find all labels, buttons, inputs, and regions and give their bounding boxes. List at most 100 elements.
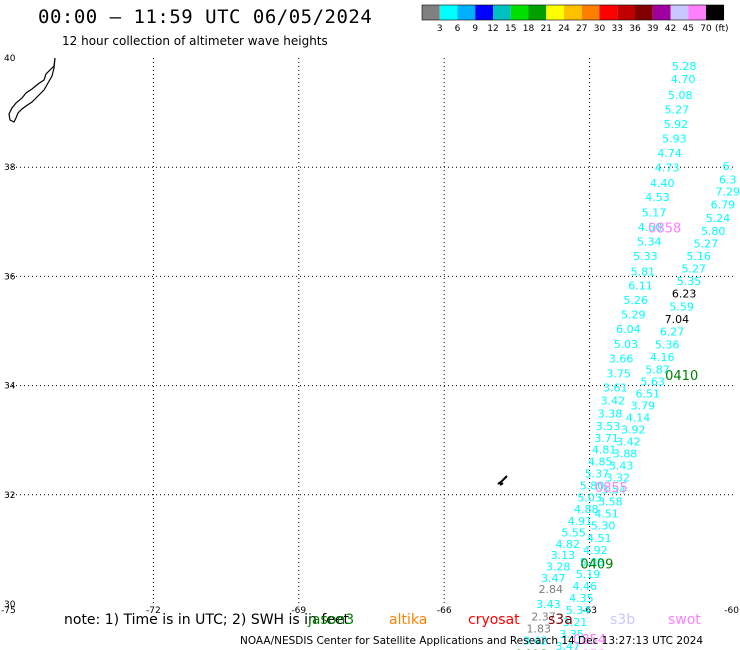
wave-height-value: 5.59 xyxy=(669,300,694,313)
wave-height-value: 6.79 xyxy=(711,199,736,212)
wave-height-value: 5.08 xyxy=(668,89,693,102)
wave-height-value: 5.03 xyxy=(577,491,602,504)
wave-height-value: 5.81 xyxy=(631,265,656,278)
legend-swatch xyxy=(652,5,671,20)
legend-swatch xyxy=(635,5,653,20)
wave-height-value: 3.43 xyxy=(536,598,561,611)
wave-height-value: 5.33 xyxy=(633,250,658,263)
wave-height-value: 5.26 xyxy=(623,294,648,307)
wave-height-value: 4.88 xyxy=(574,503,599,516)
pass-time-label: 0853 xyxy=(573,649,606,650)
legend-tick-label: 21 xyxy=(541,24,552,34)
wave-height-value: 5.19 xyxy=(576,568,601,581)
legend-tick-label: 3 xyxy=(437,24,443,34)
legend-tick-label: 27 xyxy=(576,24,587,34)
lat-tick-label: 34 xyxy=(4,382,16,392)
satellite-altika: altika xyxy=(389,612,428,628)
wave-height-value: 6. xyxy=(722,160,733,173)
wave-height-value: 5.80 xyxy=(580,479,605,492)
legend-tick-label: 33 xyxy=(612,24,623,34)
legend-tick-label: 9 xyxy=(472,24,478,34)
legend-tick-label: 70 xyxy=(700,24,712,34)
legend-swatch xyxy=(439,5,458,20)
wave-height-value: 6.04 xyxy=(616,323,641,336)
wave-height-value: 4.70 xyxy=(671,73,696,86)
legend-unit: (ft) xyxy=(715,24,729,34)
footer-note: note: 1) Time is in UTC; 2) SWH is in fe… xyxy=(64,612,350,628)
lon-tick-label: -60 xyxy=(724,606,739,616)
wave-height-value: 4.85 xyxy=(588,455,613,468)
wave-height-value: 5.37 xyxy=(585,467,610,480)
wave-height-value: 3.88 xyxy=(613,448,638,461)
legend-swatch xyxy=(688,5,706,20)
axis-labels: -75 -72 -69 -66 -63 -60 40 38 36 34 32 30 xyxy=(1,54,739,616)
legend-tick-label: 36 xyxy=(629,24,641,34)
legend-tick-label: 30 xyxy=(594,24,606,34)
legend-tick-label: 45 xyxy=(683,24,694,34)
wave-height-value: 3.79 xyxy=(631,400,656,413)
pass-labels: 0858 0410 0855 0409 08540853 0408 xyxy=(515,222,698,650)
wave-height-value: 6.23 xyxy=(672,288,697,301)
legend-swatch xyxy=(528,5,547,20)
legend-swatch xyxy=(564,5,582,20)
wave-height-value: 7.04 xyxy=(665,313,690,326)
wave-height-value: 3.54 xyxy=(602,484,627,497)
lat-tick-label: 32 xyxy=(4,491,15,501)
legend-swatch xyxy=(546,5,564,20)
wave-height-value: 4.16 xyxy=(650,351,675,364)
wave-height-value: 3.47 xyxy=(541,572,566,585)
wave-height-value: 5.28 xyxy=(672,60,697,73)
credit-line: NOAA/NESDIS Center for Satellite Applica… xyxy=(240,635,704,647)
lat-tick-label: 40 xyxy=(4,54,16,64)
wave-height-value: 3.53 xyxy=(596,420,621,433)
wave-height-value: 3.42 xyxy=(601,395,626,408)
bermuda-island xyxy=(497,475,508,486)
satellite-swot: swot xyxy=(668,612,701,628)
wave-height-value: 3.42 xyxy=(616,436,641,449)
wave-height-value: 5.34 xyxy=(566,604,591,617)
wave-height-value: 5.63 xyxy=(640,376,665,389)
wave-height-value: 5.92 xyxy=(664,118,689,131)
satellite-s3a: s3a xyxy=(548,612,573,628)
legend-swatch xyxy=(706,5,724,20)
wave-height-value: 4.51 xyxy=(594,508,619,521)
pass-time-label: 0854 xyxy=(573,633,606,648)
wave-height-value: 3.47 xyxy=(556,640,581,650)
legend-swatch xyxy=(617,5,635,20)
wave-height-value: 5.87 xyxy=(645,364,670,377)
legend-tick-label: 39 xyxy=(647,24,659,34)
wave-height-value: 3.66 xyxy=(609,353,634,366)
color-legend: 3 6 9 12 15 18 21 24 27 30 33 36 39 42 45 70 (ft) xyxy=(421,4,729,34)
lon-tick-label: -66 xyxy=(437,606,452,616)
legend-swatch xyxy=(475,5,493,20)
wave-height-value: 4.53 xyxy=(645,191,670,204)
wave-height-value: 5.35 xyxy=(677,275,702,288)
wave-height-value: 5.93 xyxy=(662,133,687,146)
wave-height-value: 5.55 xyxy=(561,526,586,539)
wave-height-value: 3.42 xyxy=(523,634,548,647)
wave-height-value: 4.74 xyxy=(657,147,682,160)
legend-tick-label: 42 xyxy=(665,24,676,34)
wave-height-value: 3.61 xyxy=(603,382,628,395)
lon-tick-label: -75 xyxy=(1,606,16,616)
wave-height-value: 4.82 xyxy=(556,538,581,551)
pass-time-label: 0855 xyxy=(595,481,628,496)
legend-swatch xyxy=(670,5,689,20)
lat-tick-label: 36 xyxy=(4,272,16,282)
legend-tick-label: 6 xyxy=(455,24,461,34)
legend-tick-label: 18 xyxy=(523,24,535,34)
lon-tick-label: -63 xyxy=(582,606,597,616)
wave-height-value: 6.51 xyxy=(636,388,661,401)
pass-time-label: 0409 xyxy=(580,558,613,573)
wave-height-value: 3.21 xyxy=(563,616,588,629)
wave-height-value: 4.81 xyxy=(592,443,617,456)
wave-height-value: 5.08 xyxy=(580,556,605,569)
wave-height-value: 3.58 xyxy=(598,496,623,509)
wave-height-value: 5.34 xyxy=(637,235,662,248)
wave-height-value: 5.16 xyxy=(686,250,711,263)
wave-height-value: 7.29 xyxy=(715,186,740,199)
lon-tick-label: -69 xyxy=(291,606,306,616)
wave-height-value: 4.14 xyxy=(626,412,651,425)
wave-height-value: 6.3 xyxy=(719,174,737,187)
